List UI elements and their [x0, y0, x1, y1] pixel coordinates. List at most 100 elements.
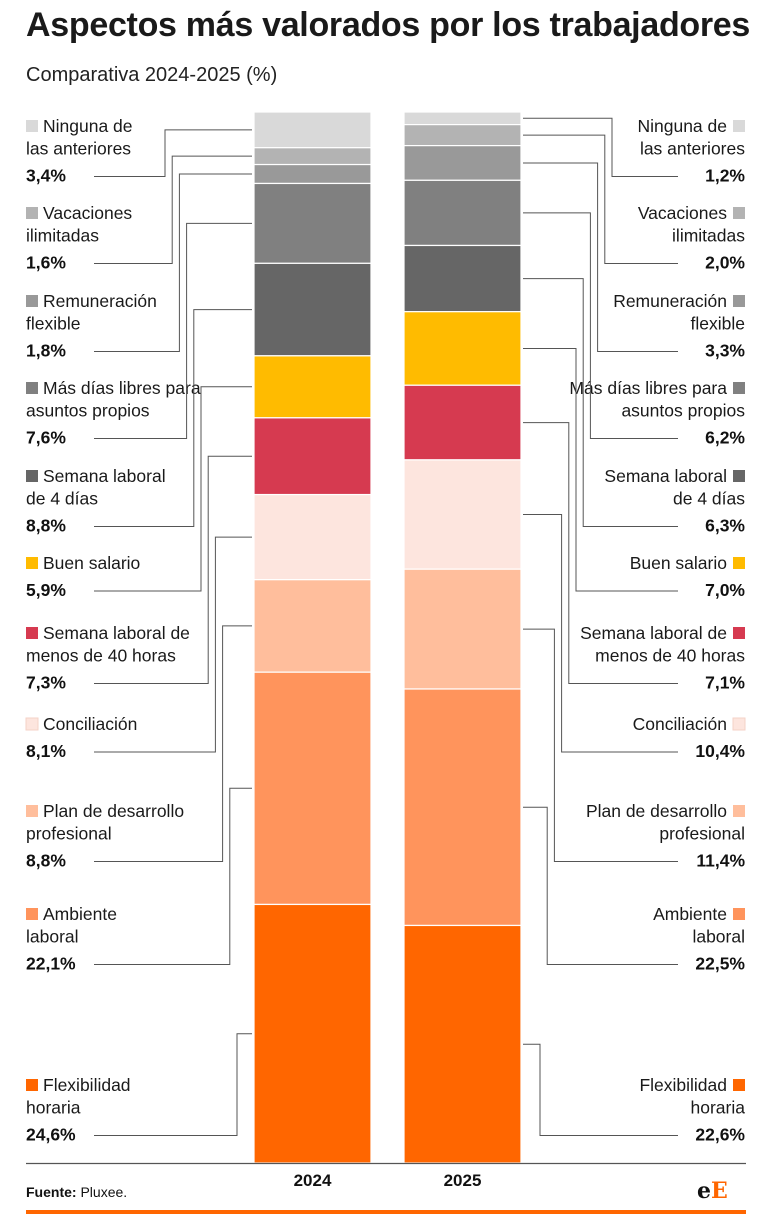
series-label-2025-mas-dias-libres-para-asuntos-propios: Más días libres para [569, 378, 727, 398]
legend-swatch-2025-mas-dias-libres-para-asuntos-propios [733, 382, 745, 394]
leader-line-2025-flexibilidad-horaria [523, 1043, 678, 1136]
value-label-2024-ambiente-laboral: 22,1% [26, 954, 76, 974]
series-label-2024-semana-laboral-de-4-dias: de 4 días [26, 489, 98, 509]
logo-letter-e: e [697, 1178, 711, 1204]
series-label-2025-plan-de-desarrollo-profesional: profesional [659, 824, 745, 844]
value-label-2024-semana-laboral-de-menos-de-40-horas: 7,3% [26, 673, 66, 693]
bar-2025-flexibilidad-horaria [403, 924, 522, 1164]
bottom-accent-bar [26, 1210, 746, 1214]
source-label: Fuente: [26, 1184, 77, 1200]
leader-line-2025-mas-dias-libres-para-asuntos-propios [523, 212, 678, 439]
legend-swatch-2025-conciliacion [732, 717, 746, 731]
series-label-2025-ambiente-laboral: Ambiente [653, 904, 727, 924]
series-label-2024-semana-laboral-de-menos-de-40-horas: Semana laboral de [43, 623, 190, 643]
value-label-2025-buen-salario: 7,0% [705, 580, 745, 600]
leader-line-2024-ambiente-laboral [94, 787, 252, 965]
leader-line-2025-plan-de-desarrollo-profesional [523, 628, 678, 862]
series-label-2025-flexibilidad-horaria: horaria [691, 1098, 746, 1118]
value-label-2025-semana-laboral-de-menos-de-40-horas: 7,1% [705, 673, 745, 693]
legend-swatch-2024-vacaciones-ilimitadas [26, 207, 38, 219]
series-label-2024-ninguna-de-las-anteriores: Ninguna de [43, 116, 133, 136]
bar-2025-ninguna-de-las-anteriores [403, 111, 522, 126]
series-label-2025-semana-laboral-de-menos-de-40-horas: Semana laboral de [580, 623, 727, 643]
legend-swatch-2025-semana-laboral-de-menos-de-40-horas [733, 627, 745, 639]
leader-line-2025-conciliacion [523, 514, 678, 753]
legend-swatch-2024-conciliacion [25, 717, 39, 731]
series-label-2025-ambiente-laboral: laboral [692, 927, 745, 947]
value-label-2024-ninguna-de-las-anteriores: 3,4% [26, 166, 66, 186]
value-label-2024-mas-dias-libres-para-asuntos-propios: 7,6% [26, 428, 66, 448]
legend-swatch-2024-mas-dias-libres-para-asuntos-propios [26, 382, 38, 394]
series-label-2025-semana-laboral-de-4-dias: Semana laboral [604, 466, 727, 486]
chart-title: Aspectos más valorados por los trabajado… [26, 6, 751, 44]
legend-swatch-2024-flexibilidad-horaria [26, 1079, 38, 1091]
leader-line-2025-remuneracion-flexible [523, 162, 678, 352]
category-label-2024: 2024 [294, 1171, 332, 1190]
series-label-2025-mas-dias-libres-para-asuntos-propios: asuntos propios [621, 401, 745, 421]
value-label-2024-vacaciones-ilimitadas: 1,6% [26, 253, 66, 273]
series-label-2025-flexibilidad-horaria: Flexibilidad [639, 1075, 727, 1095]
leader-line-2024-plan-de-desarrollo-profesional [94, 625, 252, 862]
series-label-2024-buen-salario: Buen salario [43, 553, 140, 573]
bar-2025-buen-salario [403, 311, 522, 386]
leader-line-2024-ninguna-de-las-anteriores [94, 129, 252, 177]
legend-swatch-2025-flexibilidad-horaria [733, 1079, 745, 1091]
series-label-2025-vacaciones-ilimitadas: ilimitadas [672, 226, 745, 246]
legend-swatch-2025-remuneracion-flexible [733, 295, 745, 307]
series-label-2024-flexibilidad-horaria: Flexibilidad [43, 1075, 131, 1095]
series-label-2025-remuneracion-flexible: flexible [691, 314, 745, 334]
value-label-2025-plan-de-desarrollo-profesional: 11,4% [696, 851, 745, 871]
leader-line-2025-vacaciones-ilimitadas [523, 134, 678, 264]
leader-line-2025-semana-laboral-de-4-dias [523, 278, 678, 527]
value-label-2024-conciliacion: 8,1% [26, 741, 66, 761]
series-label-2024-vacaciones-ilimitadas: Vacaciones [43, 203, 132, 223]
series-label-2025-ninguna-de-las-anteriores: las anteriores [640, 139, 745, 159]
value-label-2025-semana-laboral-de-4-dias: 6,3% [705, 516, 745, 536]
series-label-2025-remuneracion-flexible: Remuneración [613, 291, 727, 311]
bar-2025-vacaciones-ilimitadas [403, 124, 522, 147]
series-label-2024-semana-laboral-de-4-dias: Semana laboral [43, 466, 166, 486]
series-label-2024-plan-de-desarrollo-profesional: Plan de desarrollo [43, 801, 184, 821]
leader-line-2024-flexibilidad-horaria [94, 1033, 252, 1136]
legend-swatch-2024-buen-salario [26, 557, 38, 569]
legend-swatch-2025-buen-salario [733, 557, 745, 569]
series-label-2024-flexibilidad-horaria: horaria [26, 1098, 81, 1118]
legend-swatch-2025-vacaciones-ilimitadas [733, 207, 745, 219]
source-value: Pluxee. [80, 1184, 128, 1200]
bar-2024-flexibilidad-horaria [253, 903, 372, 1164]
series-label-2024-plan-de-desarrollo-profesional: profesional [26, 824, 112, 844]
leader-line-2025-semana-laboral-de-menos-de-40-horas [523, 422, 678, 684]
leader-line-2024-vacaciones-ilimitadas [94, 155, 252, 264]
bar-2024-buen-salario [253, 355, 372, 419]
value-label-2025-remuneracion-flexible: 3,3% [705, 341, 745, 361]
bar-2024-ambiente-laboral [253, 671, 372, 906]
legend-swatch-2024-semana-laboral-de-menos-de-40-horas [26, 627, 38, 639]
legend-swatch-2024-plan-de-desarrollo-profesional [26, 805, 38, 817]
series-label-2024-remuneracion-flexible: flexible [26, 314, 80, 334]
bar-2025-remuneracion-flexible [403, 145, 522, 181]
value-label-2025-vacaciones-ilimitadas: 2,0% [705, 253, 745, 273]
bar-2024-plan-de-desarrollo-profesional [253, 579, 372, 673]
series-label-2024-mas-dias-libres-para-asuntos-propios: asuntos propios [26, 401, 150, 421]
series-label-2024-conciliacion: Conciliación [43, 714, 137, 734]
publisher-logo: eE [697, 1178, 728, 1204]
value-label-2025-mas-dias-libres-para-asuntos-propios: 6,2% [705, 428, 745, 448]
leader-line-2024-semana-laboral-de-4-dias [94, 309, 252, 527]
bar-2024-remuneracion-flexible [253, 163, 372, 185]
series-label-2025-buen-salario: Buen salario [630, 553, 727, 573]
series-label-2025-ninguna-de-las-anteriores: Ninguna de [637, 116, 727, 136]
value-label-2025-conciliacion: 10,4% [695, 741, 745, 761]
bar-2025-mas-dias-libres-para-asuntos-propios [403, 179, 522, 247]
series-label-2024-vacaciones-ilimitadas: ilimitadas [26, 226, 99, 246]
bar-2025-semana-laboral-de-4-dias [403, 244, 522, 313]
bar-2025-semana-laboral-de-menos-de-40-horas [403, 384, 522, 461]
leader-line-2024-mas-dias-libres-para-asuntos-propios [94, 222, 252, 439]
series-label-2025-semana-laboral-de-menos-de-40-horas: menos de 40 horas [595, 646, 745, 666]
series-label-2024-ambiente-laboral: Ambiente [43, 904, 117, 924]
source-note: Fuente: Pluxee. [26, 1184, 127, 1200]
legend-swatch-2025-plan-de-desarrollo-profesional [733, 805, 745, 817]
leader-line-2024-buen-salario [94, 386, 252, 592]
bar-2024-mas-dias-libres-para-asuntos-propios [253, 182, 372, 264]
series-label-2024-semana-laboral-de-menos-de-40-horas: menos de 40 horas [26, 646, 176, 666]
value-label-2024-remuneracion-flexible: 1,8% [26, 341, 66, 361]
